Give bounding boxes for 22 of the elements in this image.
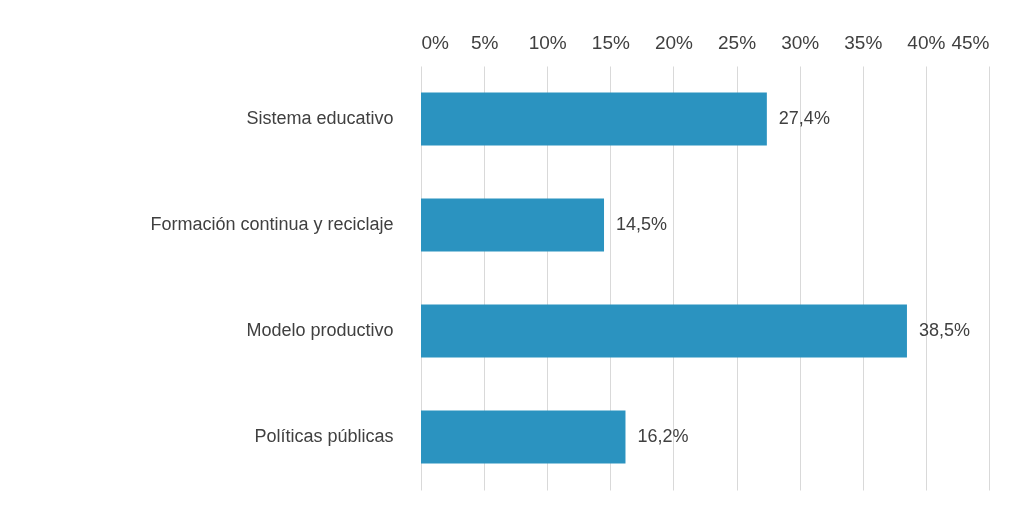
x-tick-label: 25% — [718, 31, 757, 53]
x-tick-label: 15% — [591, 31, 630, 53]
bar — [421, 304, 907, 358]
x-tick-label: 30% — [781, 31, 820, 53]
y-tick-label: Formación continua y reciclaje — [150, 214, 394, 234]
bar — [421, 410, 626, 464]
x-tick-label: 40% — [907, 31, 946, 53]
x-tick-label: 35% — [844, 31, 883, 53]
data-label: 14,5% — [616, 214, 668, 234]
y-tick-label: Políticas públicas — [254, 426, 394, 446]
x-tick-label: 5% — [470, 31, 499, 53]
x-tick-label: 45% — [951, 31, 990, 53]
x-tick-label: 20% — [654, 31, 694, 53]
y-tick-label: Modelo productivo — [246, 320, 394, 340]
data-label: 27,4% — [778, 108, 830, 128]
x-tick-label: 10% — [528, 31, 567, 53]
x-tick-label: 0% — [421, 31, 450, 53]
data-label: 16,2% — [637, 426, 689, 446]
bar — [421, 198, 605, 252]
y-tick-label: Sistema educativo — [246, 108, 394, 128]
data-label: 38,5% — [918, 320, 970, 340]
bar — [421, 92, 767, 146]
